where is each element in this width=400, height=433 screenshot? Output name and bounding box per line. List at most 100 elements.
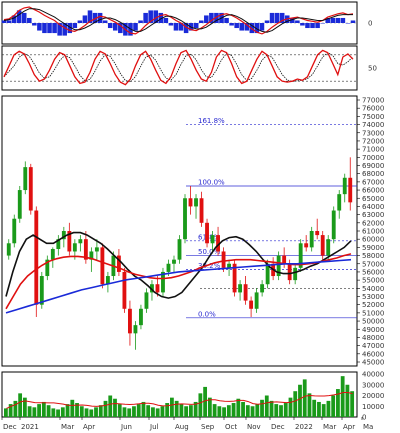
volume-bar [222, 407, 226, 417]
x-tick-label: Ma [363, 423, 373, 431]
macd-panel [1, 6, 357, 36]
candle-body [100, 247, 105, 285]
stochastic-d-line [3, 52, 354, 83]
price-tick-label: 50000 [362, 318, 384, 326]
candle-body [6, 243, 11, 256]
candle-body [320, 235, 325, 256]
price-tick-label: 69000 [362, 162, 384, 170]
macd-macd-line [3, 6, 354, 35]
candle-body [28, 167, 33, 211]
volume-bar [269, 400, 274, 417]
volume-bar [188, 405, 193, 417]
candle-body [293, 267, 298, 281]
macd-histogram-bar [82, 15, 88, 23]
candle-body [128, 308, 132, 334]
price-tick-label: 51000 [362, 309, 384, 317]
price-tick-label: 56000 [362, 268, 384, 276]
x-tick-label: Apr [83, 423, 95, 431]
price-tick-label: 46000 [362, 350, 384, 358]
volume-bar [298, 384, 302, 417]
macd-histogram-bar [72, 23, 78, 29]
price-tick-label: 71000 [362, 146, 384, 154]
price-tick-label: 54000 [362, 285, 384, 293]
price-tick-label: 67000 [362, 178, 384, 186]
macd-histogram-bar [163, 17, 169, 23]
macd-histogram-bar [320, 23, 325, 24]
volume-bar [146, 405, 151, 417]
volume-bar [212, 404, 217, 417]
macd-histogram-bar [178, 23, 184, 31]
moving-average-ma-long [5, 258, 352, 314]
volume-tick-label: 20000 [362, 392, 384, 400]
price-tick-label: 52000 [362, 301, 384, 309]
macd-histogram-bar [158, 12, 164, 23]
volume-bar [94, 407, 98, 417]
fibonacci-level-label: 161.8% [198, 117, 225, 125]
macd-histogram-bar [214, 12, 219, 23]
candle-body [205, 222, 209, 244]
x-tick-label: Mar [61, 423, 74, 431]
macd-histogram-bar [305, 23, 310, 29]
candle-body [105, 276, 110, 285]
volume-bar [98, 405, 103, 417]
macd-histogram-bar [335, 17, 341, 23]
volume-tick-label: 40000 [362, 371, 384, 379]
volume-bar [245, 405, 250, 417]
macd-histogram-bar [173, 23, 179, 31]
macd-histogram-bar [350, 20, 356, 23]
macd-histogram-bar [57, 23, 62, 36]
macd-histogram-bar [239, 23, 245, 31]
macd-histogram-bar [244, 23, 250, 31]
candle-body [12, 218, 17, 244]
macd-tick-label: 0 [368, 20, 372, 28]
volume-bar [65, 404, 70, 417]
candle-body [34, 210, 39, 305]
candle-body [50, 249, 55, 260]
volume-bar [18, 393, 23, 417]
macd-histogram-bar [325, 17, 330, 23]
volume-bar [103, 400, 108, 417]
macd-histogram-bar [168, 23, 174, 26]
macd-histogram-bar [133, 23, 138, 31]
volume-bar [84, 408, 89, 417]
candle-body [56, 239, 61, 250]
volume-bar [260, 399, 264, 417]
candle-body [265, 263, 270, 285]
macd-histogram-bar [102, 20, 108, 23]
macd-histogram-bar [209, 12, 214, 23]
macd-histogram-bar [330, 17, 336, 23]
volume-bar [41, 401, 46, 417]
macd-histogram-bar [16, 10, 22, 23]
volume-bar [241, 401, 245, 417]
x-tick-label: 2021 [21, 423, 39, 431]
x-tick-label: Jul [149, 423, 159, 431]
volume-bar [75, 403, 79, 417]
candle-body [331, 210, 336, 240]
price-tick-label: 62000 [362, 219, 384, 227]
fibonacci-level-label: 100.0% [198, 178, 225, 186]
volume-bar [288, 397, 293, 417]
macd-histogram-bar [259, 23, 265, 31]
candle-body [161, 271, 165, 293]
volume-bar [255, 404, 260, 417]
moving-average-ma-short [5, 231, 352, 299]
moving-average-ma-medium [5, 253, 352, 310]
volume-bar [274, 404, 279, 417]
volume-bar [141, 401, 146, 417]
volume-bar [231, 403, 236, 417]
price-tick-label: 55000 [362, 277, 384, 285]
volume-bar [32, 407, 37, 417]
price-tick-label: 70000 [362, 154, 384, 162]
volume-bar [27, 406, 32, 417]
volume-bar [203, 386, 208, 417]
price-tick-label: 49000 [362, 326, 384, 334]
candle-body [83, 239, 88, 260]
macd-histogram-bar [87, 10, 93, 23]
volume-bar [293, 391, 298, 417]
candle-body [61, 231, 66, 240]
price-tick-label: 68000 [362, 170, 384, 178]
volume-bar [207, 397, 212, 417]
candle-body [155, 284, 160, 293]
price-tick-label: 48000 [362, 334, 384, 342]
volume-bar [13, 400, 18, 417]
